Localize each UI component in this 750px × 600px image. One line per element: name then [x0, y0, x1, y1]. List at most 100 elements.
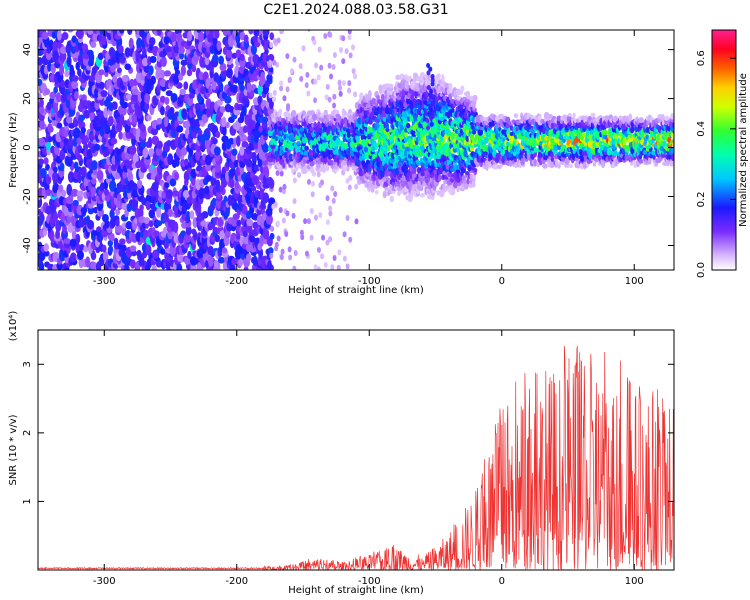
heatmap-cell: [41, 31, 49, 40]
heatmap-cell: [327, 62, 332, 69]
heatmap-cell: [325, 83, 330, 90]
heatmap-cell: [150, 127, 159, 136]
heatmap-cell: [345, 215, 350, 222]
heatmap-cell: [183, 158, 189, 166]
heatmap-cell: [341, 35, 346, 42]
heatmap-cell: [347, 80, 352, 87]
heatmap-cell: [136, 37, 143, 49]
heatmap-cell: [129, 259, 136, 269]
heatmap-cell: [297, 112, 302, 119]
heatmap-cell: [109, 233, 115, 242]
heatmap-cell: [333, 191, 338, 198]
heatmap-cell: [251, 185, 257, 192]
heatmap-cell: [160, 56, 167, 68]
heatmap-cell: [325, 195, 330, 202]
heatmap-cell: [313, 121, 317, 128]
heatmap-cell: [69, 252, 77, 263]
heatmap-cell: [252, 255, 258, 267]
heatmap-cell: [172, 74, 180, 85]
heatmap-cell: [47, 61, 52, 72]
heatmap-cell: [159, 106, 165, 116]
heatmap-cell: [52, 212, 59, 223]
heatmap-cell: [319, 64, 324, 71]
heatmap-cell: [167, 208, 173, 217]
heatmap-cell: [324, 94, 329, 101]
heatmap-cell: [164, 182, 170, 189]
heatmap-cell: [129, 245, 137, 252]
heatmap-cell: [303, 150, 309, 156]
heatmap-cell: [279, 85, 284, 92]
heatmap-cell: [323, 33, 328, 40]
heatmap-cell: [306, 218, 311, 225]
heatmap-cell: [304, 250, 309, 257]
heatmap-cell: [293, 249, 298, 256]
heatmap-cell: [230, 84, 239, 94]
heatmap-cell: [460, 85, 465, 92]
heatmap-cell: [262, 116, 269, 124]
heatmap-cell: [183, 233, 192, 243]
heatmap-cell: [46, 141, 51, 152]
heatmap-cell: [222, 125, 227, 137]
heatmap-cell: [267, 260, 272, 270]
heatmap-cell: [81, 94, 87, 101]
heatmap-cell: [226, 67, 233, 79]
heatmap-cell: [243, 34, 249, 44]
heatmap-cell: [185, 211, 191, 220]
heatmap-cell: [241, 141, 249, 148]
heatmap-cell: [305, 71, 310, 78]
heatmap-cell: [91, 160, 98, 171]
heatmap-cell: [239, 145, 245, 156]
heatmap-cell: [338, 90, 343, 97]
heatmap-cell: [83, 143, 89, 151]
heatmap-cell: [117, 44, 124, 54]
heatmap-cell: [43, 243, 49, 252]
heatmap-cell: [68, 136, 74, 145]
heatmap-cell: [232, 213, 240, 220]
heatmap-cell: [49, 91, 57, 100]
heatmap-cell: [213, 259, 219, 267]
heatmap-cell: [299, 75, 304, 82]
heatmap-cell: [306, 90, 311, 97]
heatmap-cell: [127, 30, 133, 35]
heatmap-cell: [241, 104, 247, 117]
heatmap-cell: [463, 178, 468, 185]
heatmap-cell: [191, 64, 197, 73]
heatmap-cell: [544, 135, 548, 141]
heatmap-cell: [38, 261, 45, 270]
heatmap-cell: [71, 188, 79, 197]
heatmap-cell: [330, 185, 335, 192]
heatmap-cell: [38, 56, 43, 66]
heatmap-cell: [251, 175, 260, 185]
heatmap-cell: [212, 54, 219, 62]
heatmap-cell: [73, 127, 81, 139]
heatmap-cell: [264, 48, 269, 55]
heatmap-cell: [350, 44, 355, 51]
heatmap-cell: [47, 123, 53, 133]
heatmap-cell: [90, 41, 97, 48]
heatmap-cell: [229, 105, 235, 114]
heatmap-cell: [316, 171, 321, 178]
heatmap-cell: [273, 38, 278, 45]
heatmap-cell: [114, 224, 123, 233]
heatmap-cell: [59, 63, 65, 76]
heatmap-cell: [347, 30, 352, 35]
heatmap-cell: [150, 75, 156, 85]
heatmap-cell: [234, 180, 240, 190]
heatmap-cell: [139, 124, 146, 132]
heatmap-cell: [339, 47, 344, 54]
heatmap-cell: [60, 46, 68, 54]
heatmap-cell: [590, 112, 596, 118]
heatmap-cell: [96, 226, 102, 233]
heatmap-cell: [86, 30, 94, 35]
heatmap-cell: [313, 264, 318, 270]
heatmap-cell: [220, 68, 228, 79]
heatmap-cell: [388, 83, 394, 88]
heatmap-cell: [72, 136, 78, 147]
heatmap-cell: [179, 255, 185, 263]
heatmap-cell: [143, 30, 150, 33]
figure-title: C2E1.2024.088.03.58.G31: [263, 2, 448, 18]
heatmap-cell: [152, 230, 160, 237]
heatmap-cell: [304, 145, 310, 151]
heatmap-cell: [269, 252, 274, 259]
